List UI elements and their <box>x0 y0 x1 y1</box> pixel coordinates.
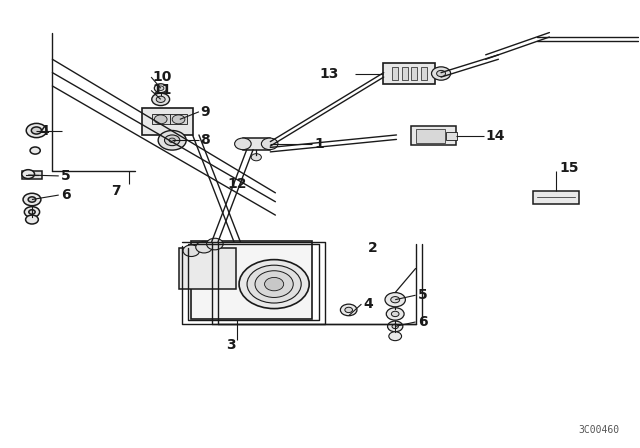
Circle shape <box>235 138 251 150</box>
Circle shape <box>29 210 35 214</box>
Circle shape <box>154 115 167 124</box>
Circle shape <box>251 154 261 161</box>
Circle shape <box>26 123 47 138</box>
Circle shape <box>154 84 167 93</box>
Bar <box>445 132 457 140</box>
Circle shape <box>431 67 451 80</box>
Text: 7: 7 <box>111 184 121 198</box>
Circle shape <box>340 304 357 316</box>
Circle shape <box>436 70 445 77</box>
Bar <box>411 67 417 80</box>
Text: 8: 8 <box>200 134 210 147</box>
Circle shape <box>23 193 41 206</box>
Circle shape <box>152 93 170 106</box>
Text: 6: 6 <box>61 188 71 202</box>
Circle shape <box>392 324 398 329</box>
Circle shape <box>172 115 185 124</box>
Text: 13: 13 <box>320 66 339 81</box>
Text: 11: 11 <box>152 83 172 97</box>
Bar <box>170 115 188 124</box>
Circle shape <box>392 311 399 317</box>
Bar <box>416 129 445 142</box>
Circle shape <box>261 138 278 150</box>
Text: 5: 5 <box>418 288 428 302</box>
Text: 12: 12 <box>228 177 247 191</box>
Bar <box>243 138 269 150</box>
Text: 14: 14 <box>486 129 505 143</box>
Circle shape <box>169 138 175 142</box>
Text: 15: 15 <box>559 161 579 175</box>
Text: 3C00460: 3C00460 <box>579 426 620 435</box>
Circle shape <box>385 293 405 307</box>
Circle shape <box>158 130 186 150</box>
Text: 9: 9 <box>200 105 210 119</box>
Circle shape <box>24 207 40 217</box>
Bar <box>411 126 456 145</box>
Ellipse shape <box>247 265 301 303</box>
Circle shape <box>22 170 35 179</box>
Bar <box>392 67 398 80</box>
Text: 10: 10 <box>152 70 172 84</box>
Text: 4: 4 <box>364 297 373 311</box>
Bar <box>401 67 408 80</box>
Circle shape <box>207 238 223 250</box>
Ellipse shape <box>239 260 309 309</box>
Circle shape <box>164 135 180 146</box>
Circle shape <box>388 321 403 332</box>
Circle shape <box>30 147 40 154</box>
Circle shape <box>157 86 164 90</box>
Bar <box>533 190 579 204</box>
Text: 1: 1 <box>315 137 324 151</box>
Circle shape <box>345 307 353 313</box>
Ellipse shape <box>264 277 284 291</box>
Circle shape <box>28 197 36 202</box>
Ellipse shape <box>255 271 293 297</box>
Text: 6: 6 <box>418 315 428 329</box>
Circle shape <box>387 308 404 320</box>
Bar <box>22 171 42 179</box>
Text: 4: 4 <box>40 124 49 138</box>
Circle shape <box>31 127 42 134</box>
Circle shape <box>156 96 165 103</box>
Circle shape <box>183 245 200 257</box>
Text: 2: 2 <box>368 241 378 255</box>
Circle shape <box>26 215 38 224</box>
Text: 3: 3 <box>226 338 236 352</box>
Circle shape <box>391 297 399 303</box>
Circle shape <box>196 241 212 253</box>
Bar <box>191 241 312 319</box>
Circle shape <box>389 332 401 340</box>
Bar <box>383 63 435 84</box>
Text: 5: 5 <box>61 169 71 183</box>
Bar <box>141 108 193 135</box>
Bar <box>420 67 427 80</box>
Bar <box>179 249 236 289</box>
Bar <box>152 115 170 124</box>
